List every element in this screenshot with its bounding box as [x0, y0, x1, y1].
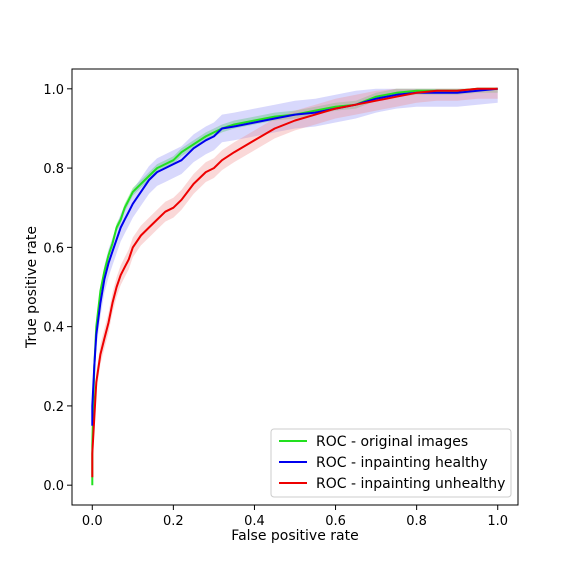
x-tick-label: 1.0: [487, 514, 508, 529]
legend-box: [270, 428, 512, 498]
x-tick-label: 0.4: [244, 514, 265, 529]
y-tick-label: 0.6: [43, 241, 64, 256]
x-tick-label: 0.2: [163, 514, 184, 529]
legend-label-2: ROC - inpainting unhealthy: [316, 476, 505, 492]
x-tick-label: 0.6: [325, 514, 346, 529]
roc-line-0: [91, 87, 498, 486]
roc-line-1: [91, 87, 498, 426]
roc-line-2: [91, 87, 498, 478]
plot-frame: [71, 68, 519, 506]
y-tick-label: 0.8: [43, 162, 64, 177]
y-tick-label: 0.2: [43, 400, 64, 415]
x-tick-label: 0.0: [82, 514, 103, 529]
confidence-bands: [92, 88, 498, 486]
series-lines: [91, 87, 498, 486]
y-tick-label: 0.4: [43, 321, 64, 336]
legend-label-1: ROC - inpainting healthy: [316, 455, 488, 471]
legend: ROC - original images ROC - inpainting he…: [270, 428, 512, 498]
x-tick-label: 0.8: [406, 514, 427, 529]
x-axis-ticks: 0.0 0.2 0.4 0.6 0.8 1.0: [82, 505, 508, 529]
y-axis-ticks: 0.0 0.2 0.4 0.6 0.8 1.0: [43, 83, 72, 494]
y-tick-label: 1.0: [43, 83, 64, 98]
y-tick-label: 0.0: [43, 479, 64, 494]
confidence-band-2: [92, 88, 498, 486]
legend-label-0: ROC - original images: [316, 434, 468, 450]
x-axis-label: False positive rate: [231, 528, 358, 544]
y-axis-label: True positive rate: [24, 226, 40, 349]
